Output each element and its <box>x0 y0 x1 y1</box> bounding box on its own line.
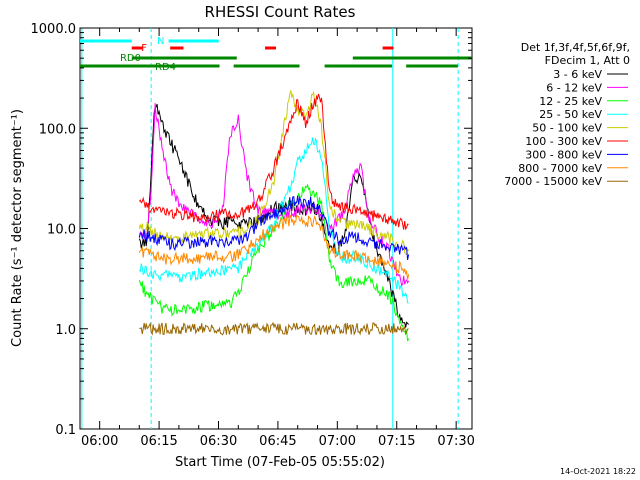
y-tick-label: 100.0 <box>39 122 76 137</box>
legend-entry-label: 300 - 800 keV <box>525 148 602 161</box>
series-line-100-300kev <box>138 93 409 231</box>
legend-header-detectors: Det 1f,3f,4f,5f,6f,9f, <box>521 41 630 54</box>
flag-label-rd0: RD0 <box>120 53 141 64</box>
footer-date: 14-Oct-2021 18:22 <box>560 467 636 476</box>
chart-title: RHESSI Count Rates <box>205 3 356 21</box>
legend-entry-label: 100 - 300 keV <box>525 135 602 148</box>
x-tick-label: 07:15 <box>378 434 415 449</box>
legend-entry-label: 7000 - 15000 keV <box>504 175 602 188</box>
series-line-50-100kev <box>138 90 409 256</box>
y-tick-label: 10.0 <box>47 223 76 238</box>
plot-frame <box>79 27 473 430</box>
legend: Det 1f,3f,4f,5f,6f,9f,FDecim 1, Att 03 -… <box>504 41 630 188</box>
flag-label-rd4: RD4 <box>155 62 176 73</box>
axes: 06:00 06:15 06:30 06:45 07:00 07:15 07:30 0.1 1.… <box>31 22 475 449</box>
series-line-6-12kev <box>138 103 410 287</box>
legend-entry-label: 800 - 7000 keV <box>518 162 602 175</box>
legend-entry-label: 25 - 50 keV <box>539 108 602 121</box>
flag-label-n: N <box>157 36 164 47</box>
y-tick-label: 1.0 <box>55 323 76 338</box>
y-tick-label: 1000.0 <box>31 22 77 37</box>
x-tick-label: 07:30 <box>437 434 474 449</box>
series-line-25-50kev <box>138 137 409 304</box>
plot-area <box>79 27 473 430</box>
legend-header-fdecim: FDecim 1, Att 0 <box>545 54 630 67</box>
y-tick-label: 0.1 <box>55 423 76 438</box>
x-tick-label: 06:00 <box>81 434 118 449</box>
series-layer <box>138 90 410 342</box>
series-line-300-800kev <box>138 195 410 260</box>
x-tick-label: 06:15 <box>140 434 177 449</box>
series-line-800-7000kev <box>138 214 410 280</box>
x-axis-title: Start Time (07-Feb-05 05:55:02) <box>175 455 385 470</box>
series-line-7000-15000kev <box>139 321 409 336</box>
x-tick-label: 06:30 <box>200 434 237 449</box>
legend-entry-label: 6 - 12 keV <box>546 81 602 94</box>
x-tick-label: 06:45 <box>259 434 296 449</box>
x-tick-label: 07:00 <box>319 434 356 449</box>
legend-entry-label: 12 - 25 keV <box>539 95 602 108</box>
legend-entry-label: 50 - 100 keV <box>532 122 602 135</box>
legend-entry-label: 3 - 6 keV <box>553 68 602 81</box>
flag-label-f: F <box>141 43 147 54</box>
y-axis-title: Count Rate (s⁻¹ detector segment⁻¹) <box>10 109 25 347</box>
